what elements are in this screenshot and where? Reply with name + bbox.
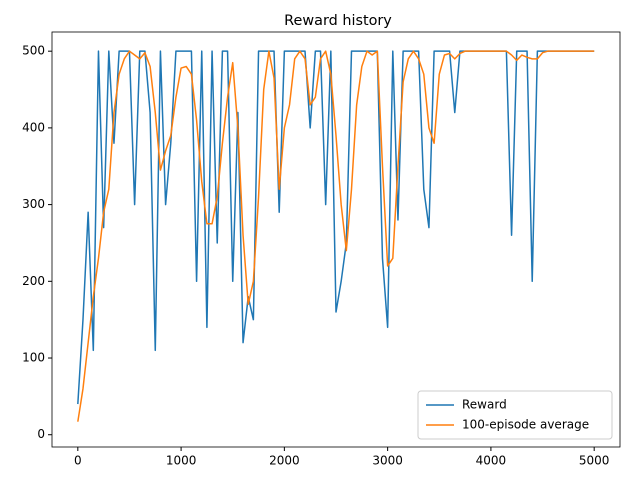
y-tick-label: 500 — [22, 44, 45, 58]
series-line — [77, 50, 595, 422]
legend: Reward 100-episode average — [417, 390, 613, 440]
y-tick-label: 0 — [37, 427, 45, 441]
x-tick-label: 2000 — [269, 454, 300, 468]
legend-label: 100-episode average — [462, 418, 589, 432]
legend-box — [417, 390, 613, 440]
x-tick-label: 1000 — [166, 454, 197, 468]
y-tick-label: 400 — [22, 120, 45, 134]
x-tick-label: 3000 — [372, 454, 403, 468]
y-tick-label: 300 — [22, 197, 45, 211]
legend-label: Reward — [462, 398, 507, 412]
x-tick-label: 5000 — [579, 454, 610, 468]
x-tick-label: 4000 — [476, 454, 507, 468]
series-line — [77, 50, 595, 405]
plot-area — [52, 32, 620, 447]
y-tick-label: 200 — [22, 274, 45, 288]
axes-frame — [51, 31, 621, 448]
x-tick-label: 0 — [74, 454, 82, 468]
chart-title: Reward history — [284, 13, 392, 29]
y-tick-label: 100 — [22, 351, 45, 365]
